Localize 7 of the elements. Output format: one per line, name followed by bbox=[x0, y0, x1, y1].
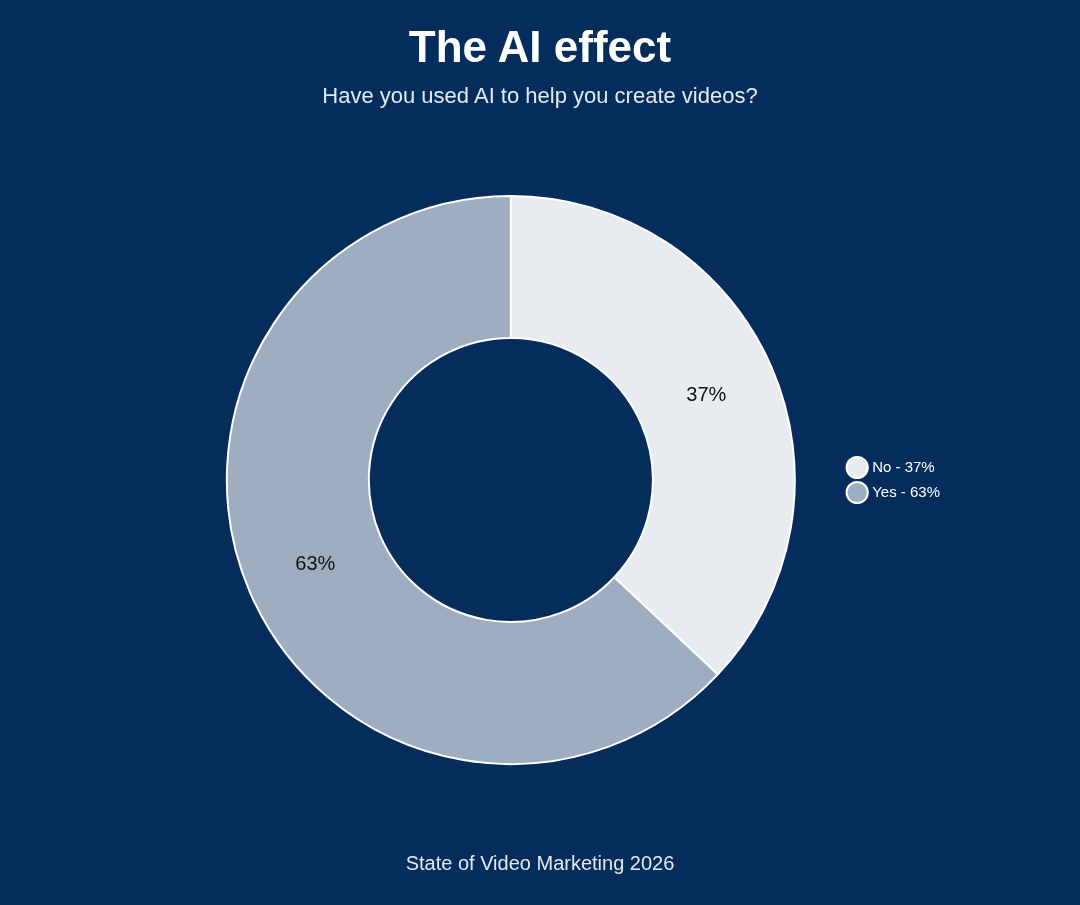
text: State of Video Marketing 2026 bbox=[404, 852, 676, 875]
data-label: 37% bbox=[686, 382, 727, 405]
data-label: 63% bbox=[295, 552, 336, 575]
chart-subtitle: Have you used AI to help you create videos? bbox=[321, 83, 759, 109]
chart-title: The AI effect bbox=[407, 22, 673, 72]
legend-label: No - 37% bbox=[872, 457, 935, 475]
legend-label: Yes - 63% bbox=[872, 482, 941, 500]
